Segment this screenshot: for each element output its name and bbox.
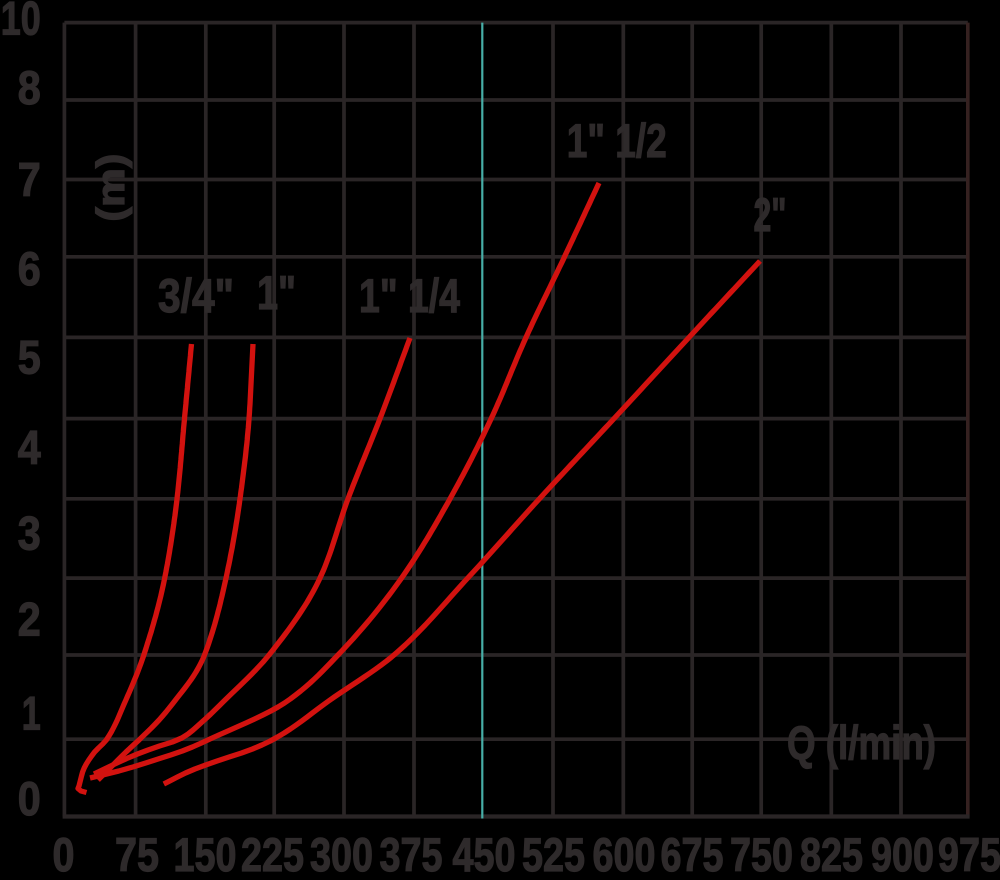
svg-text:7: 7: [18, 153, 41, 206]
svg-text:0: 0: [18, 772, 41, 825]
svg-text:4: 4: [18, 421, 41, 474]
svg-text:150: 150: [174, 828, 237, 875]
svg-text:1" 1/4: 1" 1/4: [359, 269, 460, 322]
svg-text:300: 300: [310, 828, 373, 875]
svg-text:2: 2: [18, 593, 41, 646]
svg-text:900: 900: [871, 828, 934, 875]
svg-text:750: 750: [730, 828, 793, 875]
svg-text:1" 1/2: 1" 1/2: [567, 114, 667, 167]
svg-text:75: 75: [115, 828, 159, 875]
svg-text:1": 1": [257, 266, 296, 319]
svg-text:Q (l/min): Q (l/min): [787, 716, 936, 769]
svg-text:2": 2": [754, 188, 787, 241]
svg-text:975: 975: [938, 828, 1000, 875]
svg-text:6: 6: [18, 242, 41, 295]
svg-text:10: 10: [1, 0, 41, 44]
svg-text:(m): (m): [90, 154, 133, 222]
svg-text:225: 225: [241, 828, 304, 875]
svg-text:525: 525: [522, 828, 585, 875]
svg-text:825: 825: [800, 828, 863, 875]
svg-text:450: 450: [453, 828, 516, 875]
svg-text:375: 375: [380, 828, 443, 875]
svg-text:600: 600: [593, 828, 656, 875]
svg-text:3: 3: [18, 507, 41, 560]
svg-text:8: 8: [18, 61, 41, 114]
svg-text:0: 0: [53, 828, 75, 875]
svg-text:675: 675: [661, 828, 724, 875]
svg-text:3/4": 3/4": [158, 269, 234, 322]
svg-text:1: 1: [22, 687, 41, 740]
svg-text:5: 5: [18, 331, 41, 384]
